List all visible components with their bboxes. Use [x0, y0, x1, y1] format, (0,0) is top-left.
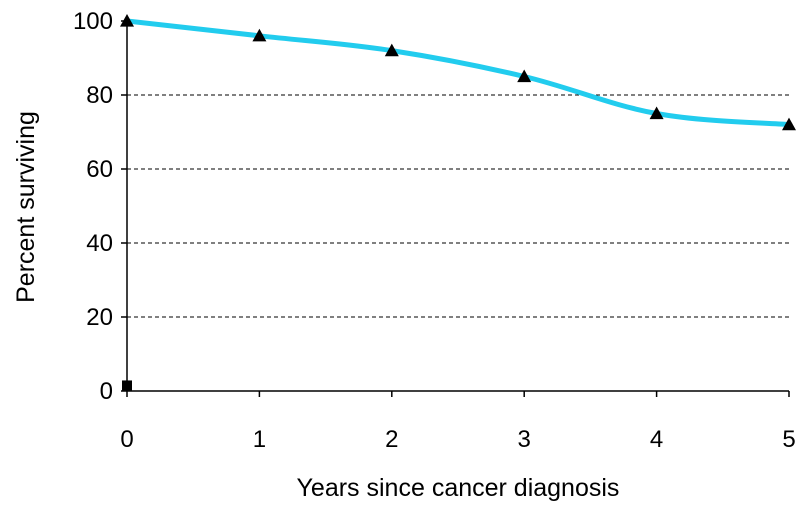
y-tick-label-60: 60 [86, 156, 113, 183]
axes [121, 20, 790, 397]
y-tick-label-0: 0 [100, 378, 113, 405]
gridlines [127, 94, 789, 318]
y-tick-labels: 0 20 40 60 80 100 [73, 8, 113, 405]
data-point-5 [782, 117, 796, 131]
x-tick-label-2: 2 [385, 426, 398, 453]
y-axis-title: Percent surviving [12, 111, 40, 303]
x-tick-label-3: 3 [518, 426, 531, 453]
series-line-0 [124, 18, 792, 128]
extra-point-square-0 [122, 380, 132, 391]
y-tick-label-20: 20 [86, 304, 113, 331]
x-tick-label-5: 5 [782, 426, 795, 453]
y-tick-label-80: 80 [86, 82, 113, 109]
x-tick-label-1: 1 [253, 426, 266, 453]
x-tick-labels: 0 1 2 3 4 5 [120, 426, 795, 453]
x-axis-title: Years since cancer diagnosis [297, 474, 620, 502]
data-point-3 [517, 69, 532, 83]
data-point-2 [384, 43, 399, 57]
x-tick-label-0: 0 [120, 426, 133, 453]
data-point-1 [252, 28, 267, 42]
data-point-0 [120, 14, 134, 27]
series-group [124, 18, 792, 128]
data-point-4 [649, 106, 664, 120]
marker-group [120, 14, 796, 391]
y-tick-label-100: 100 [73, 8, 113, 35]
y-tick-label-40: 40 [86, 230, 113, 257]
x-tick-label-4: 4 [650, 426, 663, 453]
